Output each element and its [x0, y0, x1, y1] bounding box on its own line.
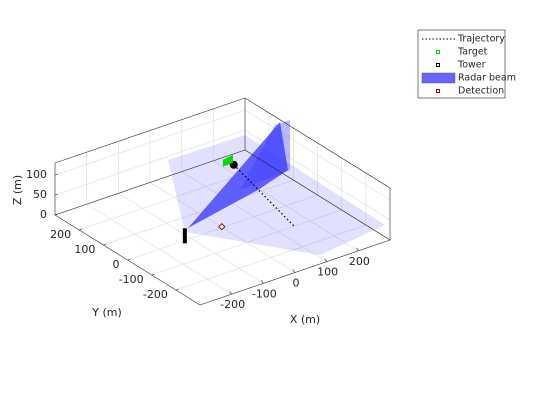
x-tick-label: 0 [293, 277, 300, 290]
grid-line [103, 179, 294, 246]
x-tick [261, 280, 264, 284]
z-tick-label: 50 [33, 188, 47, 201]
y-tick-label: 100 [74, 243, 95, 256]
z-tick [54, 173, 59, 176]
axis-line [244, 97, 391, 189]
x-tick-label: 100 [317, 266, 338, 279]
legend-swatch [421, 72, 456, 84]
grid-line [175, 224, 366, 291]
y-tick-label: -200 [143, 288, 168, 301]
x-tick [356, 247, 359, 251]
z-tick-label: 0 [40, 208, 47, 221]
legend-label: Trajectory [457, 34, 505, 45]
x-tick-label: -200 [220, 298, 245, 311]
y-tick [79, 228, 83, 231]
z-axis-label: Z (m) [11, 175, 24, 205]
legend-label: Tower [457, 60, 486, 71]
grid-line [244, 109, 391, 201]
legend-box [417, 29, 506, 99]
axes-box [54, 97, 391, 306]
x-tick [324, 258, 327, 262]
z-tick-label: 100 [26, 168, 47, 181]
tower [182, 228, 187, 244]
legend: Trajectory Target Tower Radar beam Detection [417, 29, 516, 99]
z-tick [54, 193, 59, 196]
y-tick [103, 243, 107, 246]
y-tick [151, 273, 155, 276]
axis-line [54, 97, 246, 164]
y-tick-label: 200 [50, 228, 71, 241]
x-tick-label: 200 [349, 255, 370, 268]
legend-swatch [436, 50, 440, 54]
marks [182, 154, 295, 244]
x-tick-label: -100 [252, 287, 277, 300]
axis-line [244, 149, 391, 241]
legend-swatch [436, 63, 440, 67]
legend-label: Target [457, 47, 488, 58]
grid-line [54, 109, 246, 176]
legend-label: Radar beam [458, 73, 516, 84]
legend-swatch [436, 89, 440, 93]
beam-cone [188, 122, 288, 228]
y-tick-label: -100 [119, 273, 144, 286]
x-tick [292, 269, 296, 273]
x-axis-label: X (m) [290, 313, 320, 326]
y-axis-label: Y (m) [91, 306, 122, 319]
grid-line [54, 129, 246, 196]
x-tick [229, 291, 232, 295]
legend-label: Detection [458, 86, 504, 97]
z-tick [54, 213, 59, 216]
y-tick [127, 258, 131, 261]
detection [218, 223, 226, 231]
y-tick-label: 0 [113, 258, 120, 271]
target [222, 154, 233, 167]
axis-line [54, 149, 246, 216]
y-tick [175, 288, 179, 291]
grid-line [151, 209, 342, 276]
